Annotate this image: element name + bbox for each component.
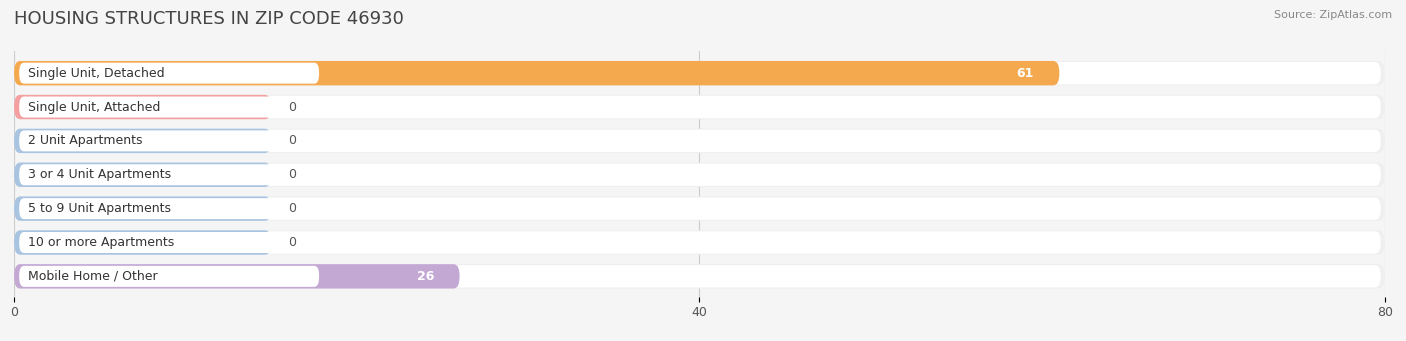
Text: 0: 0 (288, 236, 297, 249)
FancyBboxPatch shape (14, 61, 1059, 85)
Text: 10 or more Apartments: 10 or more Apartments (28, 236, 174, 249)
FancyBboxPatch shape (14, 95, 271, 119)
Text: HOUSING STRUCTURES IN ZIP CODE 46930: HOUSING STRUCTURES IN ZIP CODE 46930 (14, 10, 404, 28)
FancyBboxPatch shape (18, 231, 1381, 254)
FancyBboxPatch shape (14, 196, 1385, 221)
Text: 2 Unit Apartments: 2 Unit Apartments (28, 134, 142, 147)
FancyBboxPatch shape (20, 164, 319, 185)
FancyBboxPatch shape (14, 129, 271, 153)
FancyBboxPatch shape (14, 196, 271, 221)
FancyBboxPatch shape (14, 230, 271, 255)
FancyBboxPatch shape (20, 97, 319, 118)
FancyBboxPatch shape (20, 266, 319, 287)
FancyBboxPatch shape (14, 95, 1385, 119)
Text: 0: 0 (288, 202, 297, 215)
FancyBboxPatch shape (18, 62, 1381, 84)
Text: 3 or 4 Unit Apartments: 3 or 4 Unit Apartments (28, 168, 172, 181)
FancyBboxPatch shape (14, 230, 1385, 255)
Text: 0: 0 (288, 168, 297, 181)
FancyBboxPatch shape (14, 163, 271, 187)
Text: 61: 61 (1017, 66, 1033, 80)
FancyBboxPatch shape (18, 197, 1381, 220)
Text: Mobile Home / Other: Mobile Home / Other (28, 270, 157, 283)
Text: 5 to 9 Unit Apartments: 5 to 9 Unit Apartments (28, 202, 170, 215)
FancyBboxPatch shape (14, 61, 1385, 85)
FancyBboxPatch shape (20, 130, 319, 151)
FancyBboxPatch shape (18, 164, 1381, 186)
FancyBboxPatch shape (14, 264, 1385, 288)
Text: Source: ZipAtlas.com: Source: ZipAtlas.com (1274, 10, 1392, 20)
Text: 0: 0 (288, 101, 297, 114)
FancyBboxPatch shape (18, 96, 1381, 118)
FancyBboxPatch shape (14, 264, 460, 288)
Text: 0: 0 (288, 134, 297, 147)
FancyBboxPatch shape (20, 63, 319, 84)
FancyBboxPatch shape (18, 265, 1381, 287)
FancyBboxPatch shape (14, 163, 1385, 187)
FancyBboxPatch shape (18, 130, 1381, 152)
Text: 26: 26 (416, 270, 434, 283)
Text: Single Unit, Detached: Single Unit, Detached (28, 66, 165, 80)
FancyBboxPatch shape (14, 129, 1385, 153)
FancyBboxPatch shape (20, 198, 319, 219)
Text: Single Unit, Attached: Single Unit, Attached (28, 101, 160, 114)
FancyBboxPatch shape (20, 232, 319, 253)
